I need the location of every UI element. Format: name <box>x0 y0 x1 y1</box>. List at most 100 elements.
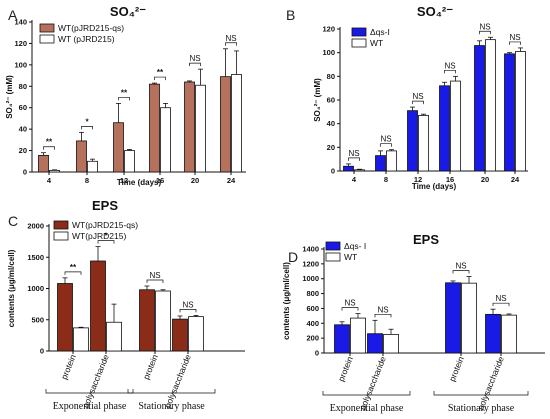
significance-bracket <box>225 42 237 46</box>
significance-label: NS <box>149 271 160 280</box>
phase-bracket <box>322 391 411 396</box>
x-tick-label: 16 <box>446 175 454 184</box>
legend-swatch <box>39 23 55 33</box>
legend-label: WT(pJRD215-qs) <box>72 220 138 230</box>
panel-letter: A <box>8 7 18 23</box>
legend-swatch <box>351 27 367 37</box>
x-tick-label: protein <box>141 353 160 381</box>
bar-series1 <box>407 110 418 172</box>
bar-series2 <box>124 150 135 173</box>
bar-series2 <box>73 327 89 352</box>
bar-series2 <box>195 84 206 173</box>
panel-letter: D <box>288 249 298 265</box>
bar-series1 <box>367 333 383 354</box>
bar-series2 <box>106 321 122 352</box>
significance-label: NS <box>225 34 236 43</box>
y-tick-label: 200 <box>306 334 319 343</box>
bar-series2 <box>501 314 517 354</box>
chart-title: SO₄²⁻ <box>417 4 453 19</box>
bar-series1 <box>504 53 515 172</box>
y-tick-label: 140 <box>14 18 27 27</box>
y-axis-label: SO₄²⁻ (mM) <box>5 75 14 119</box>
y-tick-label: 0 <box>315 349 319 358</box>
bar-series2 <box>87 160 98 173</box>
significance-label: ** <box>121 88 128 97</box>
phase-label: Exponential phase <box>330 403 404 414</box>
y-tick-label: 500 <box>31 315 44 324</box>
bar-series2 <box>354 169 365 172</box>
legend-swatch <box>53 220 69 230</box>
y-tick-label: 1500 <box>27 253 44 262</box>
y-tick-label: 0 <box>23 168 27 177</box>
y-tick-label: 2000 <box>27 222 44 231</box>
y-axis-label: contents (μg/ml/cell) <box>282 262 291 340</box>
significance-bracket <box>444 69 456 74</box>
significance-bracket <box>348 157 360 161</box>
significance-bracket <box>509 41 521 45</box>
bar-series1 <box>485 313 501 354</box>
significance-bracket <box>146 279 164 283</box>
chart-title: EPS <box>413 232 439 247</box>
significance-bracket <box>479 30 491 35</box>
significance-bracket <box>380 143 392 147</box>
bar-series1 <box>76 140 87 173</box>
y-tick-label: 1200 <box>302 259 319 268</box>
bar-series2 <box>485 39 496 172</box>
x-tick-label: 4 <box>352 175 357 184</box>
x-axis-label: Time (days) <box>412 182 457 191</box>
bar-series1 <box>113 122 124 173</box>
y-tick-label: 800 <box>306 289 319 298</box>
panel-c: C EPS 0 500 1000 1500 2000 contents (μg/ml/cell… <box>7 198 245 412</box>
significance-label: * <box>104 232 108 241</box>
phase-bracket <box>45 389 134 394</box>
significance-label: * <box>85 117 89 126</box>
chart-title: EPS <box>92 198 118 213</box>
significance-bracket <box>43 146 55 150</box>
y-axis-label: contents (μg/ml/cell) <box>7 249 16 327</box>
panel-letter: B <box>286 7 295 23</box>
bar-series2 <box>515 51 526 172</box>
y-tick-label: 0 <box>331 167 335 176</box>
significance-label: NS <box>189 54 200 63</box>
legend-swatch <box>325 241 341 251</box>
x-tick-label: 4 <box>47 176 52 185</box>
significance-bracket <box>412 100 424 105</box>
x-tick-label: 12 <box>120 176 128 185</box>
phase-label: Exponential phase <box>53 401 127 412</box>
significance-label: NS <box>455 261 466 270</box>
significance-bracket <box>452 270 470 274</box>
x-tick-label: 20 <box>481 175 489 184</box>
x-tick-label: 16 <box>156 176 164 185</box>
y-tick-label: 20 <box>327 143 335 152</box>
significance-label: NS <box>479 22 490 31</box>
y-tick-label: 40 <box>19 125 27 134</box>
bar-series2 <box>461 282 477 354</box>
y-tick-label: 80 <box>327 72 335 81</box>
y-axis-label: SO₄²⁻ (mM) <box>313 78 322 122</box>
y-tick-label: 120 <box>14 39 27 48</box>
bar-series1 <box>184 81 195 173</box>
significance-label: ** <box>157 68 164 77</box>
y-tick-label: 0 <box>40 347 44 356</box>
bar-series1 <box>38 154 49 173</box>
phase-bracket <box>127 389 216 394</box>
bar-series1 <box>172 318 188 352</box>
legend-label: WT <box>370 38 383 48</box>
bar-series1 <box>445 282 461 354</box>
y-tick-label: 1000 <box>302 274 319 283</box>
y-tick-label: 20 <box>19 146 27 155</box>
x-tick-label: 8 <box>384 175 388 184</box>
significance-label: ** <box>70 263 77 272</box>
legend-label: WT (pJRD215) <box>58 34 115 44</box>
chart-title: SO₄²⁻ <box>110 4 146 19</box>
legend-swatch <box>351 38 367 48</box>
bar-series2 <box>49 169 60 173</box>
significance-label: NS <box>509 33 520 42</box>
legend-label: Δqs- I <box>344 241 366 251</box>
bar-series1 <box>149 83 160 173</box>
bar-series2 <box>231 74 242 173</box>
panel-a: A SO₄²⁻ 0 20 40 60 80 100 120 140 SO₄²⁻ (mM) ** 4 * 8 *… <box>5 4 246 187</box>
y-tick-label: 80 <box>19 82 27 91</box>
phase-bracket <box>433 391 529 396</box>
legend-label: Δqs-I <box>370 27 390 37</box>
